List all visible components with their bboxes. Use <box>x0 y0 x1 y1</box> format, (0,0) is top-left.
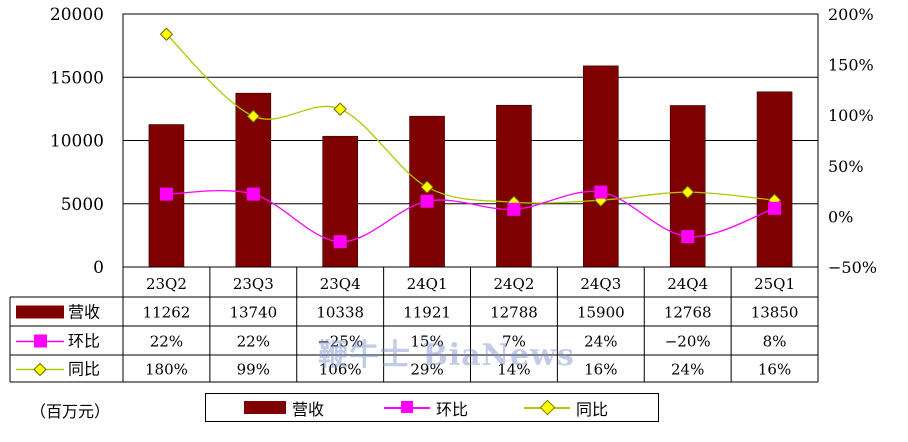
legend-item-qoq: 环比 <box>384 394 468 421</box>
row-label-qoq: 环比 <box>68 332 100 351</box>
legend-label-yoy: 同比 <box>576 399 609 419</box>
unit-note: （百万元） <box>30 402 111 421</box>
y2-tick-label: 50% <box>828 157 864 176</box>
x-tick-label: 25Q1 <box>754 275 795 293</box>
cell-qoq: 24% <box>584 333 617 351</box>
legend-bar-swatch <box>244 401 286 414</box>
cell-yoy: 99% <box>237 361 270 379</box>
legend-item-revenue: 营收 <box>244 394 324 421</box>
cell-revenue: 12768 <box>664 304 712 322</box>
cell-revenue: 10338 <box>316 304 364 322</box>
cell-yoy: 106% <box>319 361 362 379</box>
point-qoq <box>246 187 260 201</box>
cell-qoq: 22% <box>237 333 270 351</box>
point-yoy <box>420 180 434 194</box>
cell-yoy: 16% <box>584 361 617 379</box>
point-yoy <box>680 185 695 199</box>
cell-qoq: 15% <box>410 333 443 351</box>
y2-tick-label: −50% <box>828 258 877 277</box>
y-tick-label: 15000 <box>50 68 104 88</box>
y-tick-label: 10000 <box>50 132 104 152</box>
x-tick-label: 24Q2 <box>493 275 534 293</box>
y2-tick-label: 0% <box>828 207 853 226</box>
line-qoq <box>166 189 775 243</box>
legend-label-qoq: 环比 <box>436 399 469 419</box>
legend-label-revenue: 营收 <box>292 399 325 419</box>
cell-revenue: 12788 <box>490 304 538 322</box>
x-tick-label: 23Q2 <box>146 275 187 293</box>
cell-yoy: 24% <box>671 361 704 379</box>
cell-yoy: 29% <box>410 361 443 379</box>
point-qoq <box>594 185 608 199</box>
point-qoq <box>333 235 347 249</box>
x-tick-label: 24Q4 <box>667 275 708 293</box>
x-tick-label: 24Q1 <box>407 275 448 293</box>
legend-line-yoy-swatch <box>524 399 570 416</box>
point-qoq <box>681 230 695 244</box>
bar-revenue <box>756 91 793 268</box>
cell-revenue: 13740 <box>229 304 277 322</box>
cell-revenue: 15900 <box>577 304 625 322</box>
cell-yoy: 16% <box>758 361 791 379</box>
x-tick-label: 23Q3 <box>233 275 274 293</box>
y2-tick-label: 200% <box>828 5 874 24</box>
y-tick-label: 5000 <box>61 195 104 215</box>
point-qoq <box>768 201 782 215</box>
point-qoq <box>507 202 521 216</box>
point-qoq <box>420 194 434 208</box>
cell-qoq: −25% <box>317 333 363 351</box>
row-label-revenue: 营收 <box>68 303 100 322</box>
y-tick-label: 0 <box>93 258 104 278</box>
cell-qoq: 22% <box>150 333 183 351</box>
x-tick-label: 24Q3 <box>580 275 621 293</box>
legend-line-qoq-swatch <box>384 401 430 414</box>
point-qoq <box>159 187 173 201</box>
point-yoy <box>159 27 174 41</box>
row-label-yoy: 同比 <box>68 360 100 379</box>
row-swatch-marker-qoq <box>34 334 47 348</box>
cell-qoq: 7% <box>502 333 526 351</box>
point-yoy <box>333 102 347 116</box>
y2-tick-label: 150% <box>828 56 874 75</box>
cell-qoq: 8% <box>763 333 787 351</box>
y2-tick-label: 100% <box>828 106 874 125</box>
cell-yoy: 180% <box>145 361 188 379</box>
point-yoy <box>246 109 261 123</box>
y-tick-label: 20000 <box>50 5 104 25</box>
legend-item-yoy: 同比 <box>524 394 608 421</box>
row-swatch-revenue <box>16 305 64 319</box>
bar-revenue <box>496 104 532 268</box>
cell-revenue: 11262 <box>143 304 191 322</box>
cell-qoq: −20% <box>665 333 711 351</box>
cell-revenue: 11921 <box>403 304 451 322</box>
legend: 营收 环比 同比 <box>205 393 659 422</box>
cell-revenue: 13850 <box>751 304 799 322</box>
row-swatch-marker-yoy <box>33 362 47 377</box>
bar-revenue <box>583 65 619 268</box>
cell-yoy: 14% <box>497 361 530 379</box>
x-tick-label: 23Q4 <box>320 275 361 293</box>
